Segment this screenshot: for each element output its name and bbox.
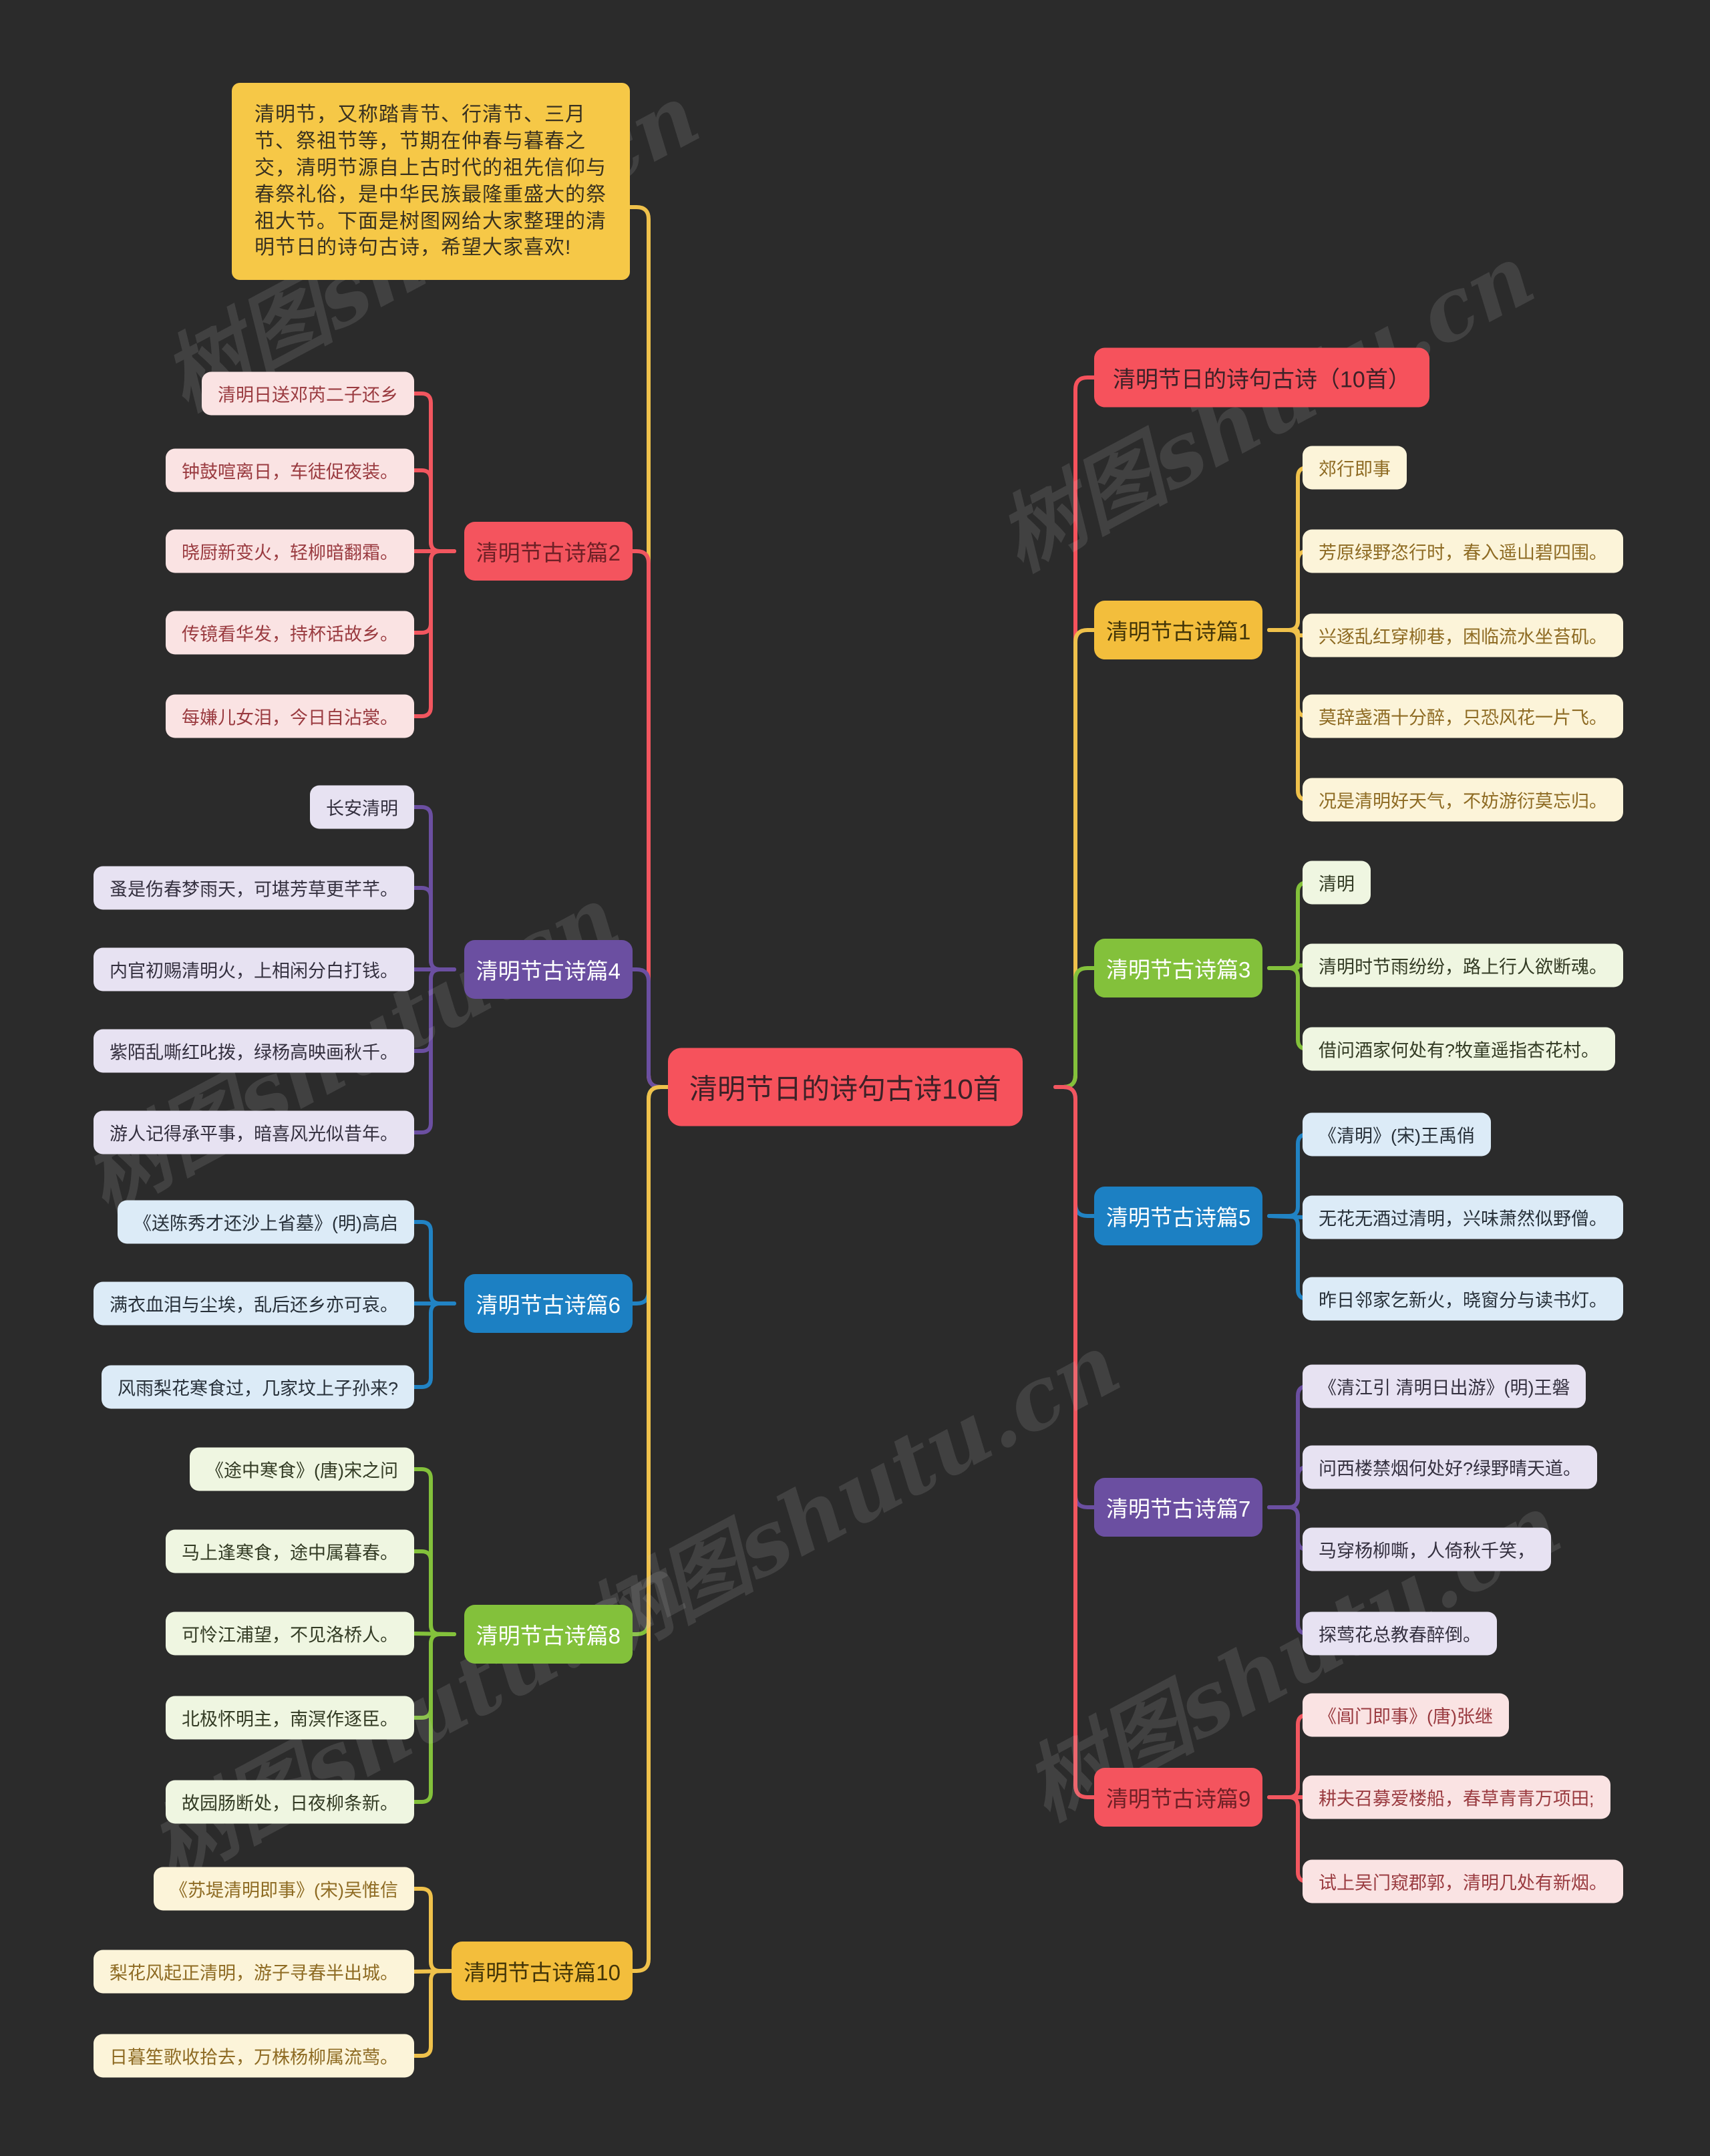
branch-node-p8[interactable]: 清明节古诗篇8 <box>464 1605 633 1664</box>
leaf-p4-2[interactable]: 蚤是伤春梦雨天，可堪芳草更芊芊。 <box>94 866 414 910</box>
leaf-p7-2[interactable]: 问西楼禁烟何处好?绿野晴天道。 <box>1303 1445 1598 1489</box>
leaf-p8-5[interactable]: 故园肠断处，日夜柳条新。 <box>166 1780 414 1824</box>
leaf-p9-1[interactable]: 《阊门即事》(唐)张继 <box>1303 1693 1509 1737</box>
connector <box>411 549 456 635</box>
leaf-p7-4[interactable]: 探莺花总教春醉倒。 <box>1303 1611 1497 1656</box>
connector <box>629 1085 673 1636</box>
leaf-p8-3[interactable]: 可怜江浦望，不见洛桥人。 <box>166 1611 414 1656</box>
connector <box>1267 1384 1308 1509</box>
leaf-p1-2[interactable]: 芳原绿野恣行时，春入遥山碧四围。 <box>1303 529 1623 573</box>
connector <box>411 1632 456 1720</box>
leaf-p8-4[interactable]: 北极怀明主，南溟作逐臣。 <box>166 1696 414 1740</box>
connector <box>1267 549 1308 632</box>
leaf-p2-3[interactable]: 晓厨新变火，轻柳暗翻霜。 <box>166 529 414 573</box>
connector <box>411 886 456 971</box>
leaf-p2-4[interactable]: 传镜看华发，持杯话故乡。 <box>166 611 414 655</box>
right-title-node[interactable]: 清明节日的诗句古诗（10首） <box>1094 347 1429 408</box>
connector <box>629 1085 673 1973</box>
branch-node-p3[interactable]: 清明节古诗篇3 <box>1094 939 1263 997</box>
leaf-p5-2[interactable]: 无花无酒过清明，兴味萧然似野僧。 <box>1303 1195 1623 1239</box>
connector <box>1267 1795 1308 1883</box>
leaf-p6-1[interactable]: 《送陈秀才还沙上省墓》(明)高启 <box>118 1200 414 1244</box>
connector <box>629 967 673 1089</box>
branch-node-p5[interactable]: 清明节古诗篇5 <box>1094 1187 1263 1245</box>
connector <box>411 1549 456 1636</box>
leaf-p4-1[interactable]: 长安清明 <box>310 785 414 829</box>
leaf-p7-3[interactable]: 马穿杨柳嘶，人倚秋千笑， <box>1303 1527 1551 1571</box>
connector <box>411 1632 456 1804</box>
center-topic-node[interactable]: 清明节日的诗句古诗10首 <box>668 1048 1023 1126</box>
branch-node-p7[interactable]: 清明节古诗篇7 <box>1094 1478 1263 1537</box>
connector <box>411 1220 456 1305</box>
connector <box>411 967 456 1053</box>
leaf-p10-2[interactable]: 梨花风起正清明，游子寻春半出城。 <box>94 1950 414 1994</box>
leaf-p1-4[interactable]: 莫辞盏酒十分醉，只恐风花一片飞。 <box>1303 694 1623 738</box>
leaf-p1-1[interactable]: 郊行即事 <box>1303 446 1407 490</box>
connector <box>1267 1214 1308 1301</box>
branch-node-p1[interactable]: 清明节古诗篇1 <box>1094 601 1263 659</box>
leaf-p6-2[interactable]: 满衣血泪与尘埃，乱后还乡亦可哀。 <box>94 1281 414 1326</box>
leaf-p3-2[interactable]: 清明时节雨纷纷，路上行人欲断魂。 <box>1303 943 1623 987</box>
branch-node-p10[interactable]: 清明节古诗篇10 <box>452 1942 633 2000</box>
connector <box>1267 1132 1308 1218</box>
leaf-p10-1[interactable]: 《苏堤清明即事》(宋)吴惟信 <box>154 1867 414 1911</box>
leaf-p9-3[interactable]: 试上吴门窥郡郭，清明几处有新烟。 <box>1303 1859 1623 1903</box>
leaf-p2-1[interactable]: 清明日送邓芮二子还乡 <box>202 371 414 416</box>
connector <box>411 967 456 1134</box>
branch-node-p2[interactable]: 清明节古诗篇2 <box>464 522 633 581</box>
leaf-p10-3[interactable]: 日暮笙歌收拾去，万株杨柳属流莺。 <box>94 2034 414 2078</box>
leaf-p2-2[interactable]: 钟鼓喧离日，车徒促夜装。 <box>166 448 414 492</box>
connector <box>1267 966 1308 1051</box>
branch-node-p4[interactable]: 清明节古诗篇4 <box>464 940 633 999</box>
connector <box>411 468 456 553</box>
connector <box>411 1969 456 2058</box>
connector <box>1267 963 1306 970</box>
branch-node-p9[interactable]: 清明节古诗篇9 <box>1094 1768 1263 1827</box>
leaf-p1-3[interactable]: 兴逐乱红穿柳巷，困临流水坐苔矶。 <box>1303 613 1623 657</box>
leaf-p8-2[interactable]: 马上逢寒食，途中属暮春。 <box>166 1529 414 1573</box>
connector <box>1267 628 1308 718</box>
leaf-p6-3[interactable]: 风雨梨花寒食过，几家坟上子孙来? <box>101 1365 414 1409</box>
connector <box>629 549 673 1089</box>
leaf-p4-4[interactable]: 紫陌乱嘶红叱拨，绿杨高映画秋千。 <box>94 1029 414 1073</box>
connector <box>1267 1505 1308 1551</box>
connector <box>1053 1085 1099 1799</box>
leaf-p9-2[interactable]: 耕夫召募爱楼船，春草青青万项田; <box>1303 1775 1610 1819</box>
leaf-p8-1[interactable]: 《途中寒食》(唐)宋之问 <box>190 1447 414 1491</box>
connector <box>1053 966 1099 1089</box>
connector <box>1267 881 1308 970</box>
leaf-p1-5[interactable]: 况是清明好天气，不妨游衍莫忘归。 <box>1303 778 1623 822</box>
leaf-p2-5[interactable]: 每嫌儿女泪，今日自沾裳。 <box>166 694 414 738</box>
connector <box>1267 1713 1308 1799</box>
connector <box>629 1085 673 1305</box>
branch-node-p6[interactable]: 清明节古诗篇6 <box>464 1274 633 1333</box>
connector <box>411 1887 456 1973</box>
connector <box>1267 1505 1308 1636</box>
intro-note[interactable]: 清明节，又称踏青节、行清节、三月节、祭祖节等，节期在仲春与暮春之交，清明节源自上… <box>232 83 630 281</box>
leaf-p7-1[interactable]: 《清江引 清明日出游》(明)王磐 <box>1303 1364 1586 1408</box>
leaf-p5-1[interactable]: 《清明》(宋)王禹俏 <box>1303 1112 1491 1157</box>
leaf-p5-3[interactable]: 昨日邻家乞新火，晓窗分与读书灯。 <box>1303 1277 1623 1321</box>
leaf-p3-3[interactable]: 借问酒家何处有?牧童遥指杏花村。 <box>1303 1027 1616 1071</box>
connector <box>1267 1465 1308 1509</box>
leaf-p4-5[interactable]: 游人记得承平事，暗喜风光似昔年。 <box>94 1110 414 1154</box>
leaf-p3-1[interactable]: 清明 <box>1303 861 1371 905</box>
connector <box>1267 466 1308 632</box>
connector <box>411 1301 456 1389</box>
connector <box>411 549 456 718</box>
leaf-p4-3[interactable]: 内官初赐清明火，上相闲分白打钱。 <box>94 947 414 991</box>
